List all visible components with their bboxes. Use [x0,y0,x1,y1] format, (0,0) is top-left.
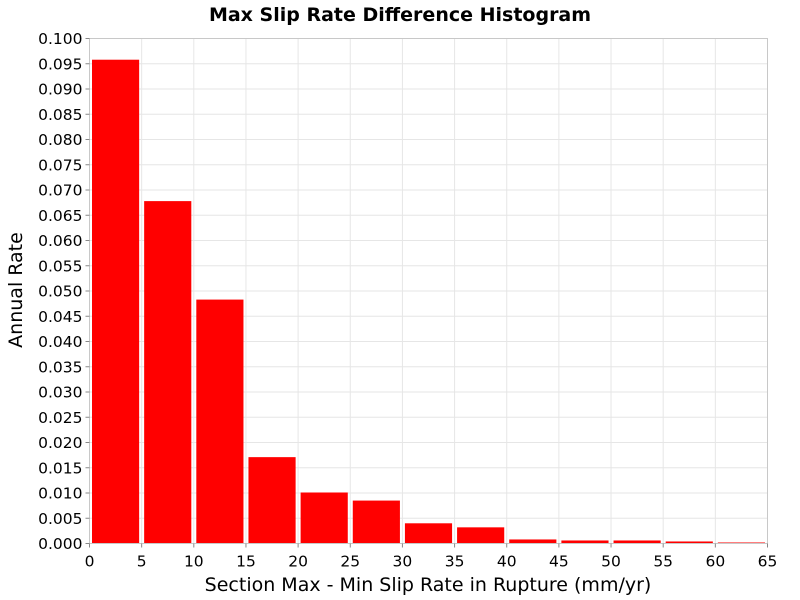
x-tick-label: 35 [445,553,465,571]
y-tick-label: 0.060 [38,232,82,250]
y-tick-label: 0.040 [38,333,82,351]
y-axis-ticks: 0.000 0.005 0.010 0.015 0.020 0.025 0.030 0.035… [38,30,90,553]
x-tick-label: 15 [236,553,256,571]
x-axis-ticks: 0 5 10 15 20 25 30 35 40 45 50 55 60 65 [85,543,778,571]
histogram-bar [613,540,661,544]
y-tick-label: 0.000 [38,535,82,553]
chart-title: Max Slip Rate Difference Histogram [209,4,591,26]
y-tick-label: 0.055 [38,257,82,275]
histogram-bar [248,457,296,544]
histogram-bar [561,540,609,544]
histogram-bar [717,542,765,544]
x-tick-label: 20 [288,553,308,571]
y-tick-label: 0.085 [38,106,82,124]
y-tick-label: 0.035 [38,358,82,376]
histogram-bar [144,201,192,544]
x-tick-label: 30 [393,553,413,571]
x-tick-label: 65 [758,553,778,571]
y-tick-label: 0.010 [38,485,82,503]
x-tick-label: 5 [137,553,147,571]
y-tick-label: 0.005 [38,510,82,528]
y-axis-label: Annual Rate [5,232,27,348]
x-tick-label: 10 [184,553,204,571]
y-tick-label: 0.030 [38,384,82,402]
x-tick-label: 55 [653,553,673,571]
x-tick-label: 25 [340,553,360,571]
histogram-bar [92,59,140,544]
y-tick-label: 0.080 [38,131,82,149]
histogram-bar [457,527,505,544]
y-tick-label: 0.100 [38,30,82,48]
histogram-bar [196,299,244,544]
y-tick-label: 0.090 [38,81,82,99]
histogram-bar [509,539,557,544]
y-tick-label: 0.070 [38,182,82,200]
x-axis-label: Section Max - Min Slip Rate in Rupture (… [205,574,652,596]
y-tick-label: 0.050 [38,283,82,301]
histogram-bar [404,523,453,544]
x-tick-label: 0 [85,553,95,571]
x-tick-label: 45 [549,553,569,571]
histogram-bar [300,492,348,544]
histogram-bar [665,541,713,544]
histogram-bar [352,500,400,544]
y-tick-label: 0.065 [38,207,82,225]
x-tick-label: 60 [705,553,725,571]
y-tick-label: 0.095 [38,55,82,73]
y-tick-label: 0.025 [38,409,82,427]
y-tick-label: 0.020 [38,434,82,452]
y-tick-label: 0.015 [38,459,82,477]
y-tick-label: 0.045 [38,308,82,326]
x-tick-label: 40 [497,553,517,571]
y-tick-label: 0.075 [38,156,82,174]
bars [92,59,765,544]
x-tick-label: 50 [601,553,621,571]
